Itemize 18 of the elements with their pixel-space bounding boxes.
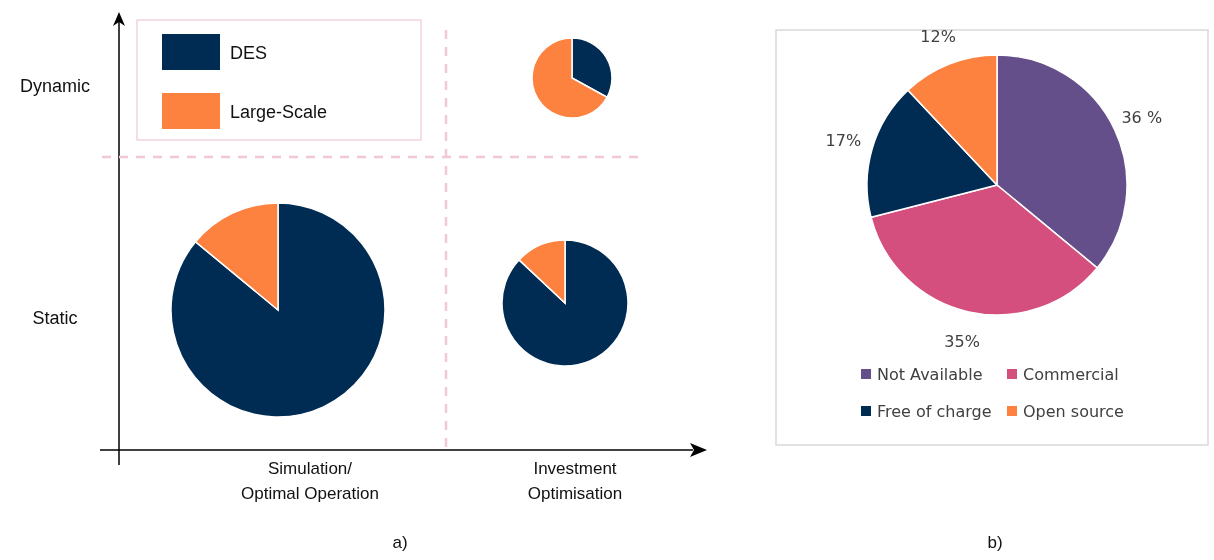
data-label: 17% (825, 131, 862, 151)
legend-label: Large-Scale (230, 102, 328, 122)
text: Simulation/ Optimal Operation (241, 459, 379, 503)
text: Static (32, 308, 78, 328)
data-label: 12% (920, 27, 956, 47)
data-label: 35% (944, 332, 980, 352)
legend-label: Free of charge (877, 402, 992, 421)
data-label: 36 % (1121, 107, 1163, 127)
legend-label: Commercial (1023, 365, 1119, 384)
legend-label: Open source (1023, 402, 1124, 421)
legend-label: DES (230, 43, 268, 63)
pie-slice (501, 239, 629, 367)
pie-slice (170, 202, 386, 418)
legend-label: Not Available (877, 365, 983, 384)
text: Dynamic (19, 76, 91, 96)
text: a) (392, 533, 408, 552)
text: Investment Optimisation (527, 459, 623, 503)
text: b) (987, 533, 1003, 552)
